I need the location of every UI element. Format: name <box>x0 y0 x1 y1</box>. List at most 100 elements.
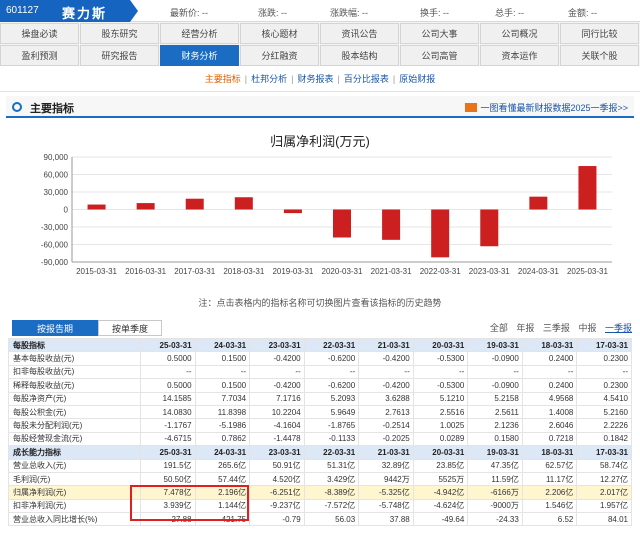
nav-item[interactable]: 股东研究 <box>80 23 159 44</box>
indicator-table: 每股指标 25-03-31 24-03-31 23-03-31 22-03-31 21-0… <box>8 337 632 527</box>
table-cell: 0.0289 <box>412 431 469 447</box>
table-cell: -6.251亿 <box>249 485 305 500</box>
nav-item[interactable]: 公司大事 <box>400 23 479 44</box>
table-cell: -0.5300 <box>412 351 469 366</box>
tab-by-quarter[interactable]: 按单季度 <box>98 320 162 336</box>
table-cell: -4.6715 <box>140 431 196 447</box>
table-cell: -0.2025 <box>358 431 414 447</box>
x-tick-label: 2018-03-31 <box>223 267 264 276</box>
report-promo-text: 一图看懂最新财报数据2025一季报>> <box>480 103 628 113</box>
y-tick-label: 30,000 <box>44 188 69 197</box>
table-cell: 4.520亿 <box>249 471 305 487</box>
table-row: 每股未分配利润(元) -1.1767 -5.1986 -4.1604 -1.8765 -0… <box>8 418 632 433</box>
nav-item[interactable]: 同行比较 <box>560 23 639 44</box>
table-cell: 2.6046 <box>521 418 578 433</box>
nav-item[interactable]: 操盘必读 <box>0 23 79 44</box>
indicator-name[interactable]: 归属净利润(元) <box>8 485 141 500</box>
chart-title: 归属净利润(万元) <box>270 134 370 149</box>
bar <box>480 209 499 247</box>
y-tick-label: 0 <box>64 206 69 215</box>
table-cell: -0.2514 <box>358 418 414 433</box>
table-cell: 5.2160 <box>576 404 632 420</box>
table-cell: 0.1580 <box>467 431 523 447</box>
indicator-name[interactable]: 基本每股收益(元) <box>8 351 141 366</box>
nav-item[interactable]: 股本结构 <box>320 45 399 66</box>
date-header: 21-03-31 <box>358 445 414 460</box>
date-header: 20-03-31 <box>412 337 469 353</box>
table-cell: 2.1236 <box>467 418 523 433</box>
period-q3[interactable]: 三季报 <box>542 323 570 333</box>
table-cell: -- <box>303 364 360 380</box>
table-cell: 84.01 <box>576 512 632 527</box>
report-promo-link[interactable]: 一图看懂最新财报数据2025一季报>> <box>465 101 628 114</box>
nav-item[interactable]: 资讯公告 <box>320 23 399 44</box>
net-profit-chart: 归属净利润(万元) 90,000 60,000 30,000 0 -30,000 -60,0… <box>41 134 612 276</box>
period-all[interactable]: 全部 <box>489 323 508 333</box>
x-tick-label: 2016-03-31 <box>125 267 166 276</box>
quote-header: 601127 赛力斯 最新价: -- 涨跌: -- 涨跌幅: -- 换手: --… <box>0 0 640 22</box>
table-cell: 5525万 <box>412 471 469 487</box>
table-cell: 23.85亿 <box>412 458 469 473</box>
subnav-item[interactable]: 杜邦分析 <box>251 74 288 84</box>
indicator-name[interactable]: 营业总收入同比增长(%) <box>8 512 141 527</box>
period-q1[interactable]: 一季报 <box>604 323 632 333</box>
indicator-name[interactable]: 稀释每股收益(元) <box>8 378 141 393</box>
indicator-name[interactable]: 每股未分配利润(元) <box>8 418 141 433</box>
indicator-name[interactable]: 扣非净利润(元) <box>8 498 141 514</box>
section-title: 主要指标 <box>30 103 74 115</box>
subnav-item[interactable]: 原始财报 <box>399 74 436 84</box>
table-cell: 0.7218 <box>521 431 578 447</box>
bar <box>382 209 401 240</box>
table-cell: 2.2226 <box>576 418 632 433</box>
y-tick-label: -60,000 <box>41 241 69 250</box>
tab-by-report[interactable]: 按报告期 <box>12 320 98 336</box>
table-cell: -24.33 <box>467 512 523 527</box>
indicator-name[interactable]: 扣非每股收益(元) <box>8 364 141 380</box>
table-cell: 56.03 <box>303 512 360 527</box>
table-row: 扣非净利润(元) 3.939亿 1.144亿 -9.237亿 -7.572亿 -5.748… <box>8 498 632 514</box>
subnav-item[interactable]: 财务报表 <box>297 74 334 84</box>
nav-item[interactable]: 分红融资 <box>240 45 319 66</box>
indicator-name[interactable]: 营业总收入(元) <box>8 458 141 473</box>
table-cell: 0.2300 <box>576 351 632 366</box>
table-cell: 3.429亿 <box>303 471 360 487</box>
table-row: 归属净利润(元) 7.478亿 2.196亿 -6.251亿 -8.389亿 -5.325… <box>8 485 632 500</box>
table-cell: -- <box>576 364 632 380</box>
table-cell: -9.237亿 <box>249 498 305 514</box>
indicator-name[interactable]: 每股净资产(元) <box>8 391 141 406</box>
report-icon <box>465 103 478 112</box>
table-cell: 37.88 <box>358 512 414 527</box>
nav-item[interactable]: 经营分析 <box>160 23 239 44</box>
table-row: 营业总收入同比增长(%) -27.88 421.75 -0.79 56.03 37.88-… <box>8 512 632 527</box>
nav-item[interactable]: 核心题材 <box>240 23 319 44</box>
table-group-header: 成长能力指标 25-03-31 24-03-31 23-03-31 22-03-31 21… <box>8 445 632 460</box>
period-annual[interactable]: 年报 <box>516 323 535 333</box>
stat-amount: 金额: -- <box>568 8 597 18</box>
nav-item[interactable]: 盈利预测 <box>0 45 79 66</box>
x-tick-label: 2020-03-31 <box>322 267 363 276</box>
nav-item[interactable]: 关联个股 <box>560 45 639 66</box>
indicator-name[interactable]: 毛利润(元) <box>8 471 141 487</box>
stat-turnover: 换手: -- <box>420 8 449 18</box>
x-tick-label: 2022-03-31 <box>420 267 461 276</box>
subnav-item[interactable]: 百分比报表 <box>343 74 389 84</box>
x-tick-label: 2025-03-31 <box>567 267 608 276</box>
indicator-name[interactable]: 每股公积金(元) <box>8 404 141 420</box>
date-header: 25-03-31 <box>140 337 196 353</box>
table-cell: -5.748亿 <box>358 498 414 514</box>
x-tick-label: 2021-03-31 <box>371 267 412 276</box>
nav-item[interactable]: 财务分析 <box>160 45 239 66</box>
table-group-header: 每股指标 25-03-31 24-03-31 23-03-31 22-03-31 21-0… <box>8 337 632 353</box>
highlight-box <box>130 485 249 521</box>
nav-item[interactable]: 研究报告 <box>80 45 159 66</box>
table-cell: 32.89亿 <box>358 458 414 473</box>
period-half[interactable]: 中报 <box>578 323 597 333</box>
table-cell: -0.4200 <box>249 378 305 393</box>
nav-item[interactable]: 公司概况 <box>480 23 559 44</box>
indicator-name[interactable]: 每股经营现金流(元) <box>8 431 141 447</box>
x-tick-label: 2017-03-31 <box>174 267 215 276</box>
nav-item[interactable]: 资本运作 <box>480 45 559 66</box>
subnav-item[interactable]: 主要指标 <box>204 74 241 84</box>
table-cell: 11.17亿 <box>521 471 578 487</box>
nav-item[interactable]: 公司高管 <box>400 45 479 66</box>
